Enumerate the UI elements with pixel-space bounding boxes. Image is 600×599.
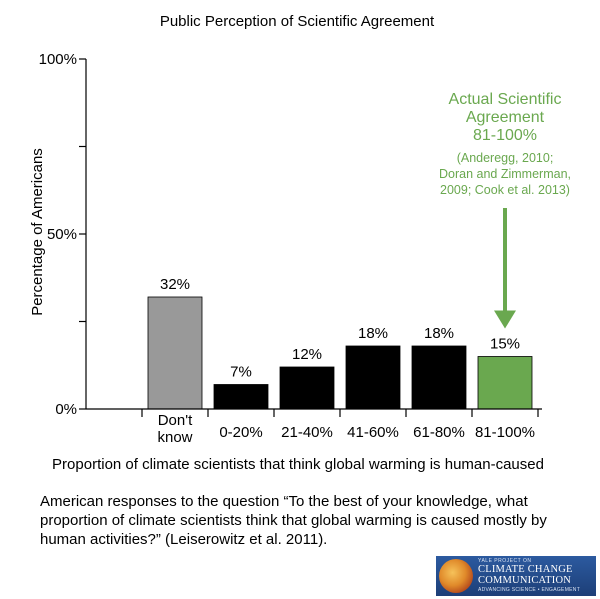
category-label: Don't know — [157, 412, 193, 446]
bar — [279, 366, 335, 410]
category-label: 41-60% — [347, 424, 399, 441]
figure-caption: American responses to the question “To t… — [40, 493, 547, 548]
annotation-citation: (Anderegg, 2010; Doran and Zimmerman, 2009… — [439, 151, 571, 197]
category-label: 61-80% — [413, 424, 465, 441]
category-labels-group: Don't know 0-20% 21-40% 41-60% 61-80% 81-100% — [141, 409, 539, 446]
bar — [213, 384, 269, 410]
y-axis-ticks: 0% 50% 100% — [39, 51, 86, 418]
y-tick-label: 0% — [55, 401, 77, 418]
bar — [411, 345, 467, 410]
scientific-agreement-annotation: Actual Scientific Agreement 81-100% (Andere… — [439, 91, 571, 329]
bar — [147, 296, 203, 410]
bar-value-label: 15% — [490, 336, 520, 353]
bar-value-label: 18% — [424, 325, 454, 342]
chart-title: Public Perception of Scientific Agreemen… — [160, 13, 435, 30]
yale-climate-logo: YALE PROJECT ON CLIMATE CHANGE COMMUNICA… — [436, 556, 596, 596]
x-axis-label: Proportion of climate scientists that th… — [52, 456, 544, 473]
category-label: 21-40% — [281, 424, 333, 441]
logo-line-2: COMMUNICATION — [478, 575, 572, 586]
bar-value-label: 12% — [292, 346, 322, 363]
bar-value-label: 7% — [230, 364, 252, 381]
bar-chart: Public Perception of Scientific Agreemen… — [29, 13, 571, 473]
logo-tagline: ADVANCING SCIENCE • ENGAGEMENT — [478, 587, 581, 593]
value-labels-group: 32% 7% 12% 18% 18% 15% — [160, 276, 520, 381]
category-label: 81-100% — [475, 424, 535, 441]
y-tick-label: 100% — [39, 51, 77, 68]
logo-line-1: CLIMATE CHANGE — [478, 564, 573, 575]
category-label: 0-20% — [219, 424, 262, 441]
bars-group — [147, 296, 533, 410]
bar-value-label: 32% — [160, 276, 190, 293]
annotation-heading: Actual Scientific Agreement 81-100% — [449, 91, 562, 144]
bar — [345, 345, 401, 410]
bar — [477, 356, 533, 410]
logo-small-text: YALE PROJECT ON — [478, 558, 532, 564]
y-axis-label: Percentage of Americans — [29, 148, 46, 316]
bar-value-label: 18% — [358, 325, 388, 342]
y-tick-label: 50% — [47, 226, 77, 243]
down-arrow-icon — [494, 310, 516, 329]
globe-icon — [439, 559, 473, 593]
